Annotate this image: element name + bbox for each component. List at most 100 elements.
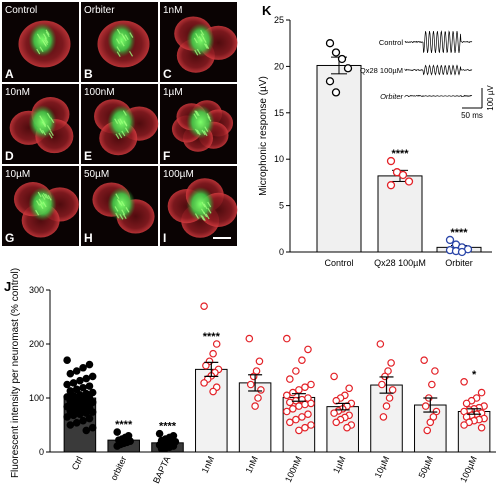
- k-data-point: [331, 48, 341, 57]
- j-data-point: [295, 402, 303, 410]
- k-y-tick-label: 15: [274, 108, 284, 118]
- kinocilium: [42, 120, 47, 126]
- micrograph-tile: 100µM I: [160, 166, 238, 246]
- j-category-label: 1nM: [200, 455, 216, 475]
- kinocilium: [36, 33, 41, 40]
- j-category-label: orbiter: [109, 455, 129, 482]
- kinocilium: [115, 133, 120, 140]
- micrograph-condition-label: 10µM: [5, 169, 30, 180]
- j-data-point: [304, 345, 312, 354]
- j-data-point: [345, 384, 353, 393]
- kinocilium: [121, 130, 126, 137]
- j-data-point: [282, 334, 291, 343]
- j-category-label: 100nM: [283, 455, 304, 484]
- kinocilium: [118, 132, 123, 139]
- k-data-point: [325, 77, 335, 86]
- j-significance-mark: ****: [115, 419, 133, 431]
- k-trace: [404, 64, 473, 76]
- k-data-point: [445, 235, 455, 245]
- kinocilium: [129, 32, 134, 38]
- j-data-point: [385, 394, 394, 402]
- kinocilium: [207, 201, 212, 208]
- kinocilium: [195, 110, 200, 117]
- k-trace: [404, 30, 473, 54]
- panel-letter-j: J: [4, 279, 11, 294]
- k-trace-label: Orbiter: [380, 92, 403, 101]
- kinocilium: [37, 191, 42, 198]
- j-data-point: [282, 407, 291, 416]
- micrograph-panel-letter: G: [5, 231, 14, 245]
- kinocilium: [116, 198, 121, 205]
- j-data-point: [155, 429, 164, 438]
- j-data-point: [202, 361, 210, 370]
- k-y-tick-label: 5: [279, 201, 284, 211]
- kinocilium: [195, 33, 200, 39]
- micrograph-condition-label: 1nM: [163, 5, 182, 16]
- kinocilium: [116, 51, 121, 57]
- kinocilium: [121, 200, 126, 207]
- micrograph-panel-letter: H: [84, 231, 93, 245]
- j-data-point: [460, 377, 468, 386]
- k-data-point: [331, 88, 341, 97]
- kinocilium: [200, 214, 205, 221]
- panel-letter-k: K: [262, 3, 272, 18]
- kinocilium: [36, 200, 41, 206]
- j-category-label: BAPTA: [151, 455, 172, 484]
- kinocilium: [201, 129, 206, 136]
- j-data-point: [295, 386, 303, 394]
- j-data-point: [286, 398, 294, 407]
- micrograph-panel-letter: I: [163, 231, 166, 245]
- j-data-point: [330, 372, 338, 381]
- kinocilium: [129, 50, 134, 57]
- k-scale-label-time: 50 ms: [461, 111, 483, 120]
- kinocilium: [193, 113, 198, 120]
- j-data-point: [200, 302, 208, 311]
- j-category-label: 100µM: [458, 455, 479, 484]
- k-significance-mark: ****: [450, 227, 468, 239]
- j-data-point: [460, 421, 468, 429]
- k-y-tick-label: 0: [279, 247, 284, 257]
- kinocilium: [45, 29, 50, 36]
- kinocilium: [47, 194, 52, 201]
- j-data-point: [76, 376, 84, 385]
- j-data-point: [462, 399, 471, 408]
- kinocilia-bundle: [28, 187, 57, 221]
- kinocilium: [114, 206, 119, 212]
- j-data-point: [330, 409, 338, 417]
- micrograph-condition-label: Control: [5, 5, 37, 16]
- j-data-point: [69, 379, 78, 387]
- j-data-point: [72, 367, 81, 375]
- j-data-point: [63, 380, 71, 389]
- j-data-point: [382, 402, 391, 410]
- j-data-point: [82, 374, 91, 383]
- kinocilium: [43, 39, 48, 46]
- j-data-point: [212, 340, 221, 348]
- j-data-point: [251, 402, 259, 410]
- micrograph-panel-letter: C: [163, 67, 172, 81]
- k-trace-label: Control: [379, 38, 404, 47]
- j-category-label: 10µM: [373, 455, 392, 480]
- j-significance-mark: *: [472, 369, 477, 381]
- kinocilium: [205, 43, 210, 49]
- j-category-label: Ctrl: [70, 455, 85, 472]
- kinocilium: [39, 203, 44, 210]
- j-data-point: [66, 369, 75, 378]
- kinocilium: [39, 128, 44, 134]
- j-data-point: [113, 428, 122, 436]
- j-data-point: [298, 413, 306, 421]
- k-y-tick-label: 25: [274, 15, 284, 25]
- j-data-point: [304, 410, 312, 419]
- kinocilium: [193, 37, 198, 44]
- k-data-point: [343, 64, 353, 73]
- kinocilium: [204, 126, 209, 133]
- j-data-point: [282, 391, 291, 400]
- kinocilia-bundle: [107, 23, 136, 57]
- kinocilium: [45, 31, 50, 38]
- k-y-axis-label: Microphonic response (µV): [258, 76, 269, 196]
- kinocilia-bundle: [186, 105, 215, 139]
- kinocilium: [122, 213, 127, 220]
- kinocilium: [203, 130, 208, 137]
- j-data-point: [113, 442, 122, 450]
- kinocilium: [194, 110, 199, 116]
